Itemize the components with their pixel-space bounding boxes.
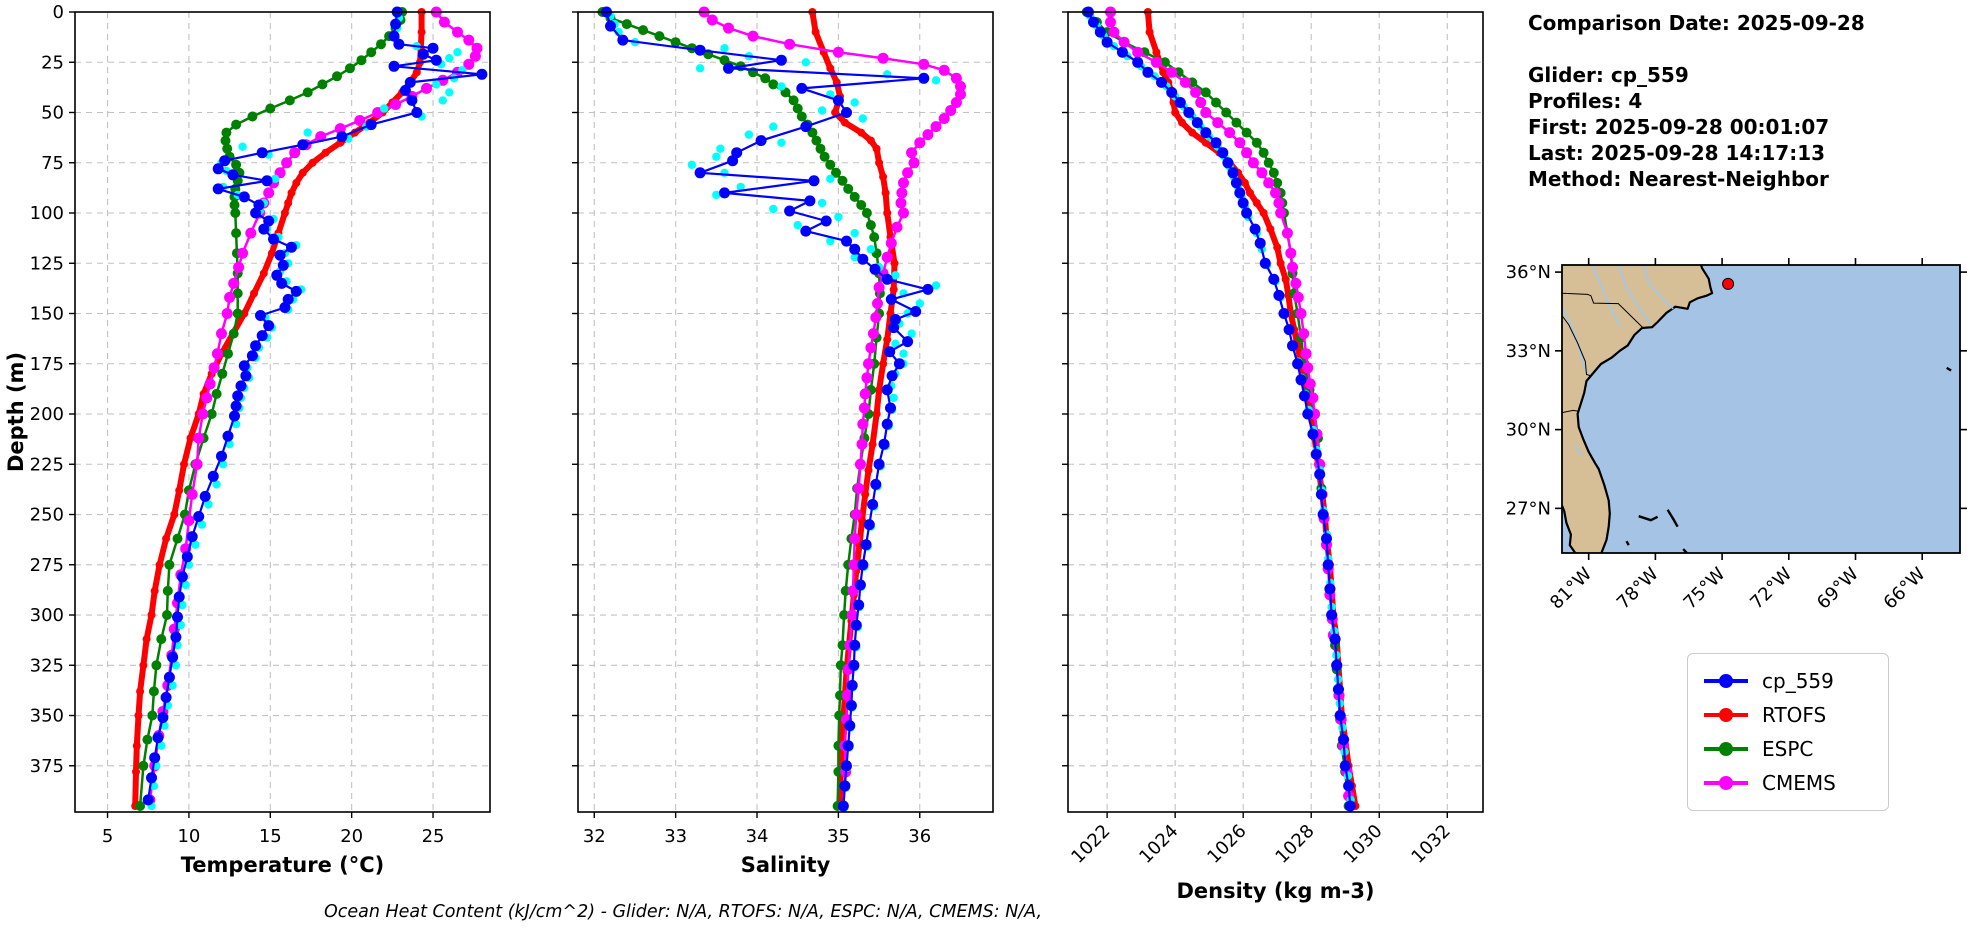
svg-text:50: 50 [41,103,64,124]
svg-text:78°W: 78°W [1613,563,1663,613]
svg-text:30°N: 30°N [1506,420,1551,441]
svg-text:5: 5 [102,826,113,847]
svg-text:275: 275 [30,555,64,576]
svg-text:36°N: 36°N [1506,262,1551,283]
svg-text:Depth (m): Depth (m) [4,352,28,472]
ocean-heat-content-caption: Ocean Heat Content (kJ/cm^2) - Glider: N… [323,902,1043,922]
svg-text:250: 250 [30,505,64,526]
svg-text:0: 0 [53,2,64,23]
legend-marker-dot [1719,776,1733,790]
river-line [1574,444,1583,457]
svg-text:75°W: 75°W [1680,563,1730,613]
svg-text:125: 125 [30,253,64,274]
legend: cp_559 RTOFS ESPC CMEMS [1687,653,1889,811]
location-map: 81°W 78°W 75°W 72°W 69°W 66°W 36°N 33°N 30°N 27°N [1506,258,1967,614]
svg-text:375: 375 [30,756,64,777]
state-border-line [1562,314,1592,377]
river-line [1617,265,1652,326]
glider-name-text: Glider: cp_559 [1528,63,1689,87]
svg-text:Density (kg m-3): Density (kg m-3) [1176,879,1374,903]
svg-text:81°W: 81°W [1546,563,1596,613]
legend-item-cp_559: cp_559 [1704,664,1872,698]
legend-item-rtofs: RTOFS [1704,698,1872,732]
legend-label: ESPC [1762,737,1814,761]
svg-text:35: 35 [827,826,850,847]
svg-text:25: 25 [41,52,64,73]
svg-text:1026: 1026 [1203,821,1250,868]
island-outline [1667,560,1671,561]
svg-text:25: 25 [422,826,445,847]
legend-line-sample [1704,776,1748,790]
legend-marker-dot [1719,708,1733,722]
island-outline [1625,540,1630,546]
salinity-profile-plot: 32 33 34 35 36 Salinity [572,6,994,877]
river-line [1642,265,1674,310]
river-line [1591,265,1622,328]
svg-text:33: 33 [664,826,687,847]
svg-text:15: 15 [259,826,282,847]
svg-text:34: 34 [746,826,769,847]
legend-line-sample [1704,674,1748,688]
island-outline [1666,509,1679,528]
svg-text:69°W: 69°W [1813,563,1863,613]
land-coastline [1562,265,1714,553]
svg-text:10: 10 [177,826,200,847]
svg-text:1032: 1032 [1407,821,1454,868]
svg-text:150: 150 [30,304,64,325]
island-outline [1638,515,1659,522]
svg-text:27°N: 27°N [1506,498,1551,519]
state-border-line [1562,292,1644,329]
svg-text:1022: 1022 [1067,821,1114,868]
svg-text:66°W: 66°W [1880,563,1930,613]
first-profile-time-text: First: 2025-09-28 00:01:07 [1528,115,1830,139]
method-text: Method: Nearest-Neighbor [1528,167,1829,191]
svg-text:72°W: 72°W [1746,563,1796,613]
comparison-date-text: Comparison Date: 2025-09-28 [1528,11,1865,35]
svg-text:20: 20 [340,826,363,847]
legend-marker-dot [1719,674,1733,688]
legend-item-espc: ESPC [1704,732,1872,766]
temperature-profile-plot: 5 10 15 20 250255075100125150175200225250275… [4,2,491,877]
legend-label: cp_559 [1762,669,1834,693]
svg-text:32: 32 [583,826,606,847]
legend-line-sample [1704,742,1748,756]
svg-text:175: 175 [30,354,64,375]
profiles-count-text: Profiles: 4 [1528,89,1643,113]
state-border-line [1562,409,1579,414]
legend-marker-dot [1719,742,1733,756]
last-profile-time-text: Last: 2025-09-28 14:17:13 [1528,141,1826,165]
svg-text:225: 225 [30,454,64,475]
svg-text:100: 100 [30,203,64,224]
legend-item-cmems: CMEMS [1704,766,1872,800]
legend-label: RTOFS [1762,703,1827,727]
svg-text:200: 200 [30,404,64,425]
svg-text:Temperature (°C): Temperature (°C) [181,853,384,877]
svg-text:Salinity: Salinity [741,853,831,877]
svg-text:36: 36 [908,826,931,847]
svg-text:325: 325 [30,655,64,676]
glider-location-marker [1722,277,1735,290]
info-panel: Comparison Date: 2025-09-28 Glider: cp_5… [1528,10,1865,192]
svg-text:1024: 1024 [1135,821,1182,868]
svg-text:300: 300 [30,605,64,626]
svg-text:33°N: 33°N [1506,341,1551,362]
svg-text:1028: 1028 [1271,821,1318,868]
svg-text:75: 75 [41,153,64,174]
svg-text:350: 350 [30,706,64,727]
density-profile-plot: 1022 1024 1026 1028 1030 1032 Density (kg m-3) [1062,6,1484,903]
legend-line-sample [1704,708,1748,722]
legend-label: CMEMS [1762,771,1836,795]
island-outline [1946,366,1952,372]
svg-text:1030: 1030 [1339,821,1386,868]
